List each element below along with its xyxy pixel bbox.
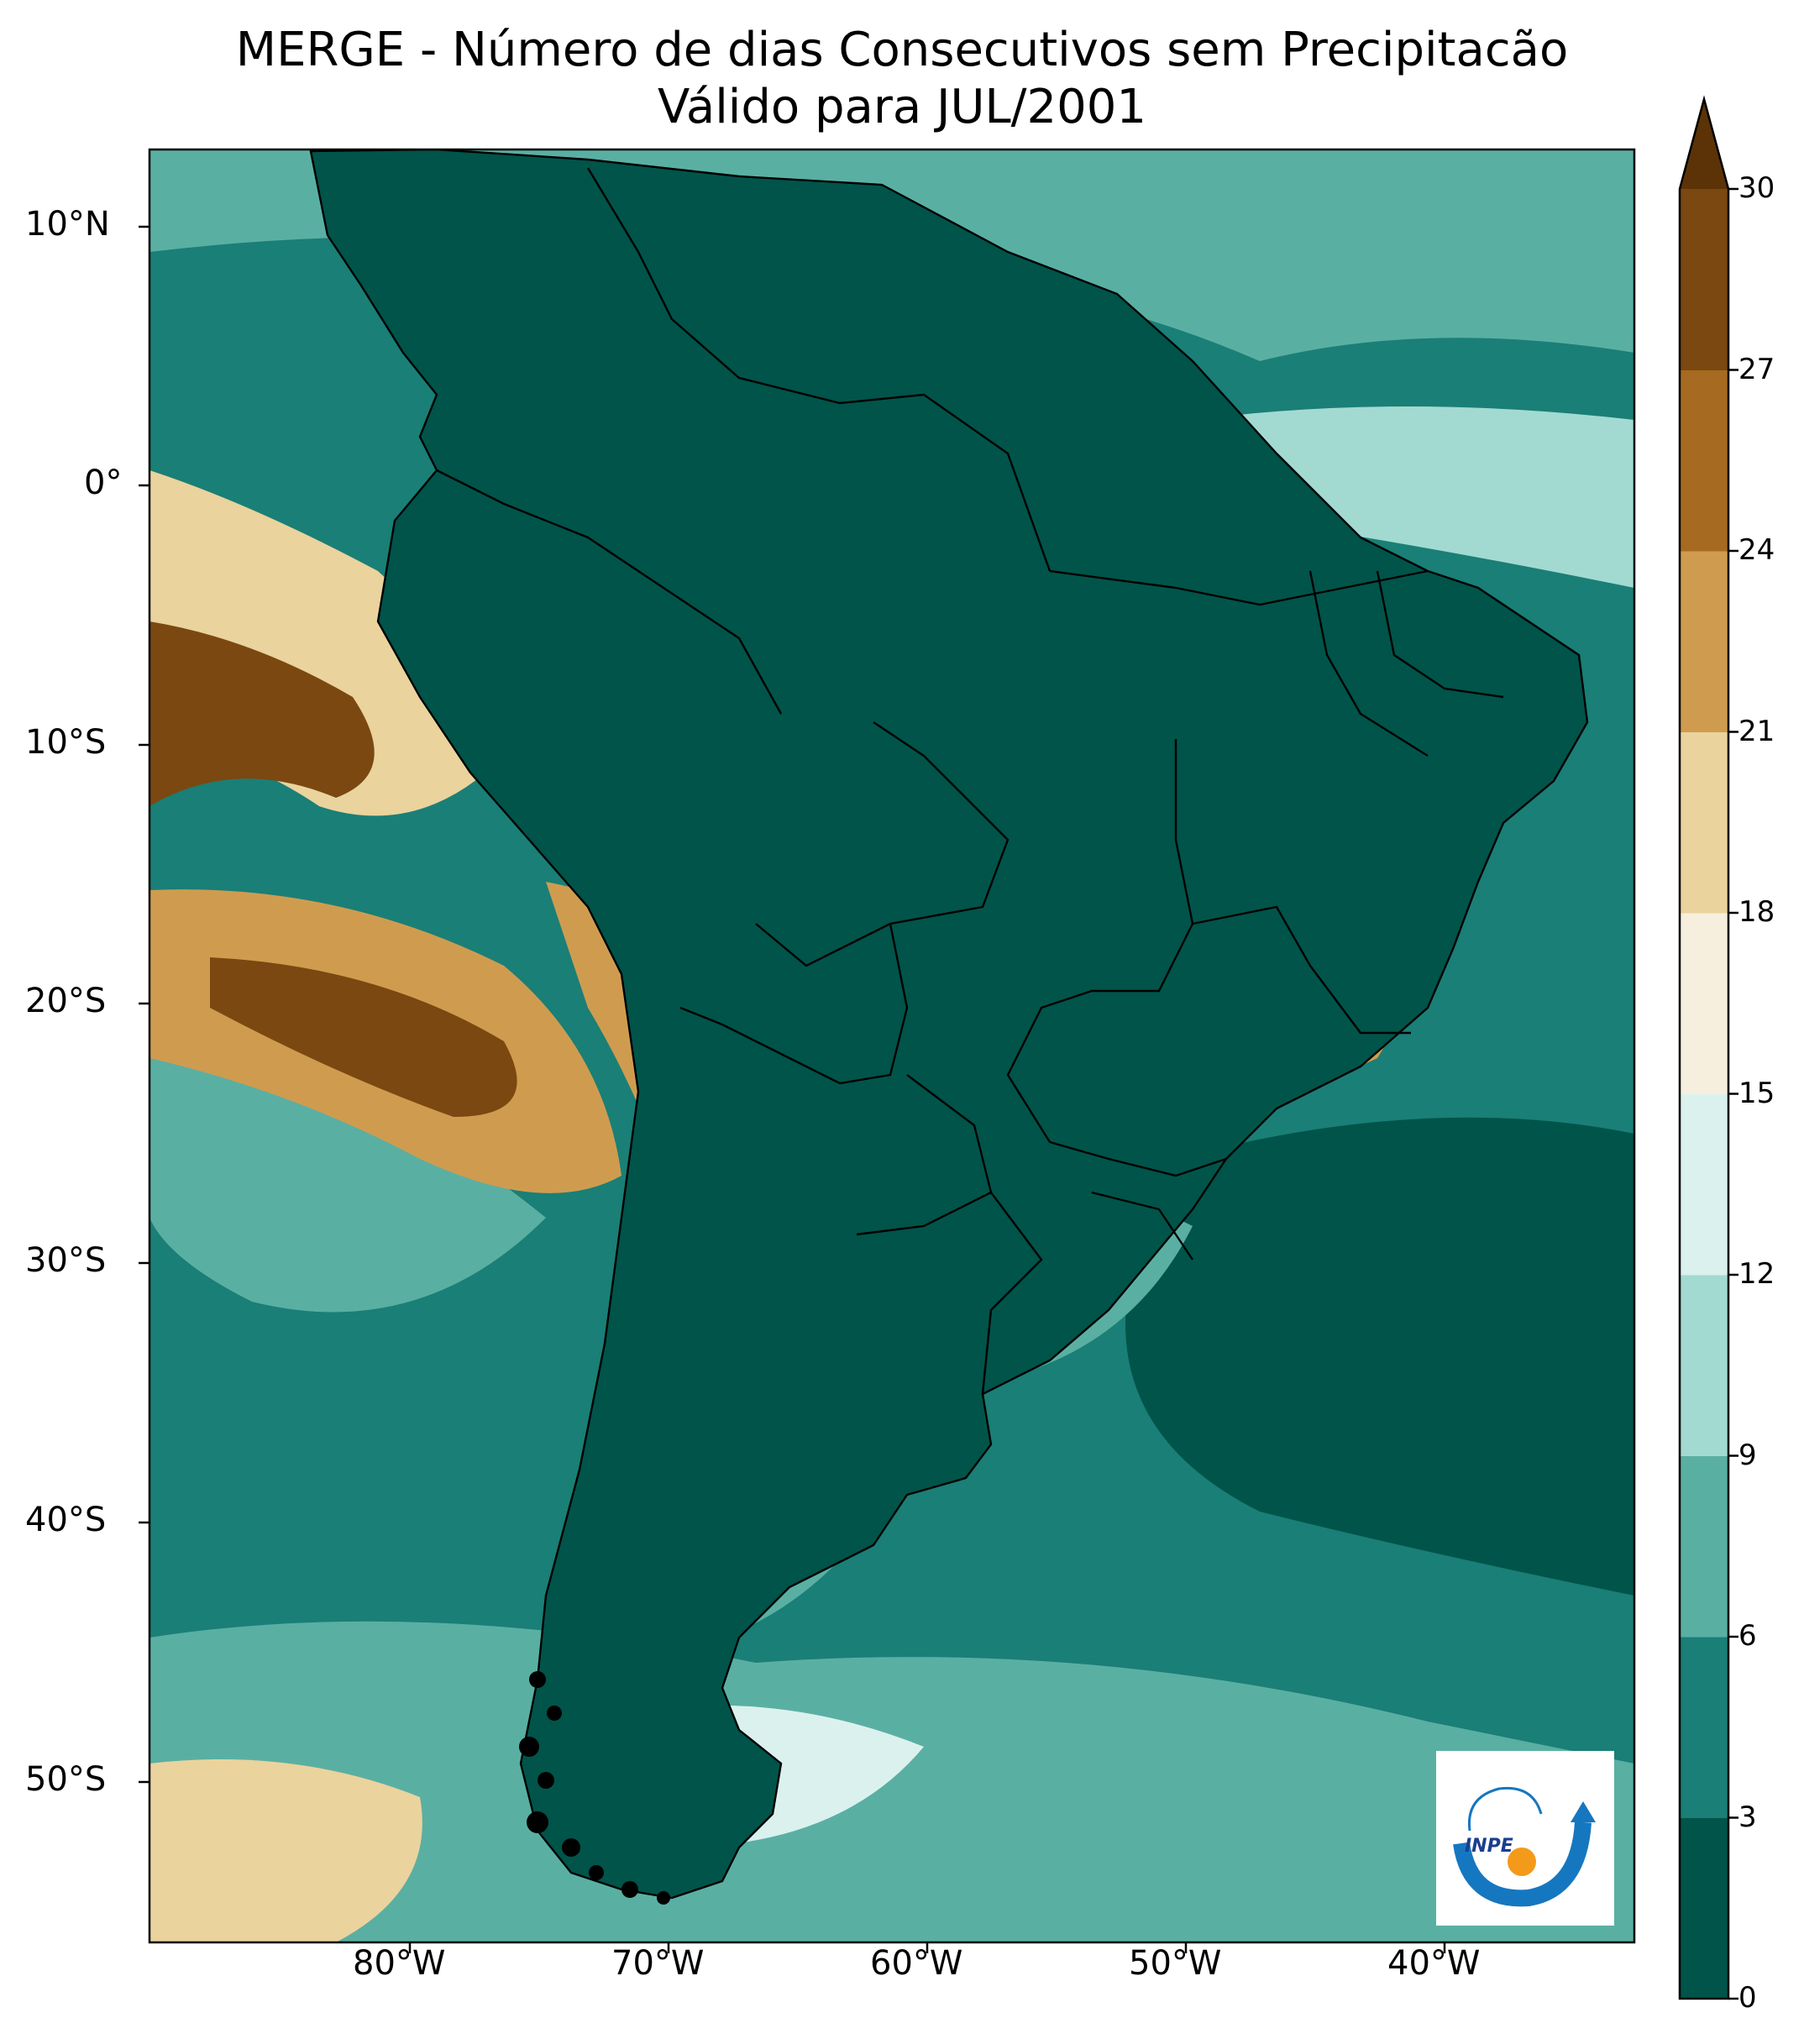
colorbar-segment [1680, 1093, 1728, 1276]
lat-label-10s: 10°S [25, 723, 107, 762]
lon-label-70w: 70°W [611, 1944, 705, 1983]
inpe-logo-icon: INPE [1453, 1786, 1596, 1907]
dry-area-pacific-central-core [210, 957, 517, 1117]
field-band-atlantic-dark [1125, 1117, 1634, 1596]
country-borders [309, 149, 1589, 1900]
colorbar-tick-label: 9 [1738, 1438, 1757, 1472]
colorbar-segment [1680, 551, 1728, 732]
lat-label-40s: 40°S [25, 1501, 107, 1539]
lon-label-60w: 60°W [870, 1944, 963, 1983]
colorbar-segment [1680, 731, 1728, 914]
dry-area-pacific-north-core [149, 621, 375, 806]
colorbar-segment [1680, 1817, 1728, 1999]
colorbar-tick-label: 6 [1738, 1619, 1757, 1653]
lon-label-40w: 40°W [1387, 1944, 1481, 1983]
colorbar [1678, 95, 1738, 2000]
chile-islands [519, 1671, 670, 1905]
map-frame [148, 148, 1636, 1944]
colorbar-tick-label: 3 [1738, 1800, 1757, 1834]
colorbar-tick-label: 21 [1738, 714, 1775, 748]
colorbar-outline [1678, 95, 1730, 2000]
field-band-south-light [149, 1621, 1634, 1942]
axis-ticks [139, 225, 1446, 1953]
colorbar-segment [1680, 189, 1728, 370]
lon-label-80w: 80°W [353, 1944, 446, 1983]
inpe-logo: INPE [1436, 1751, 1614, 1926]
colorbar-segment [1680, 913, 1728, 1094]
colorbar-segment [1680, 1275, 1728, 1456]
lat-label-0: 0° [84, 464, 123, 502]
lat-label-30s: 30°S [25, 1241, 107, 1280]
colorbar-segment [1680, 369, 1728, 552]
field-band-pacific-deep [149, 1371, 546, 1596]
colorbar-tick-label: 15 [1738, 1076, 1775, 1110]
colorbar-segment [1680, 1637, 1728, 1818]
field-band-pacific-sw [149, 1759, 422, 1942]
colorbar-tick-label: 12 [1738, 1257, 1775, 1291]
colorbar-tick-label: 24 [1738, 533, 1775, 567]
map-field [149, 149, 1634, 1942]
map-title: MERGE - Número de dias Consecutivos sem … [235, 23, 1569, 77]
lat-label-10n: 10°N [25, 205, 110, 244]
lat-label-20s: 20°S [25, 982, 107, 1020]
lat-label-50s: 50°S [25, 1760, 107, 1799]
colorbar-segment [1680, 1455, 1728, 1638]
colorbar-tick-label: 27 [1738, 352, 1775, 386]
map-subtitle: Válido para JUL/2001 [657, 80, 1147, 134]
inpe-logo-text: INPE [1465, 1836, 1513, 1857]
colorbar-tick-label: 0 [1738, 1981, 1757, 2015]
colorbar-tick-label: 30 [1738, 171, 1775, 205]
colorbar-tick-label: 18 [1738, 895, 1775, 929]
colorbar-extend-arrow [1680, 99, 1728, 189]
lon-label-50w: 50°W [1129, 1944, 1222, 1983]
